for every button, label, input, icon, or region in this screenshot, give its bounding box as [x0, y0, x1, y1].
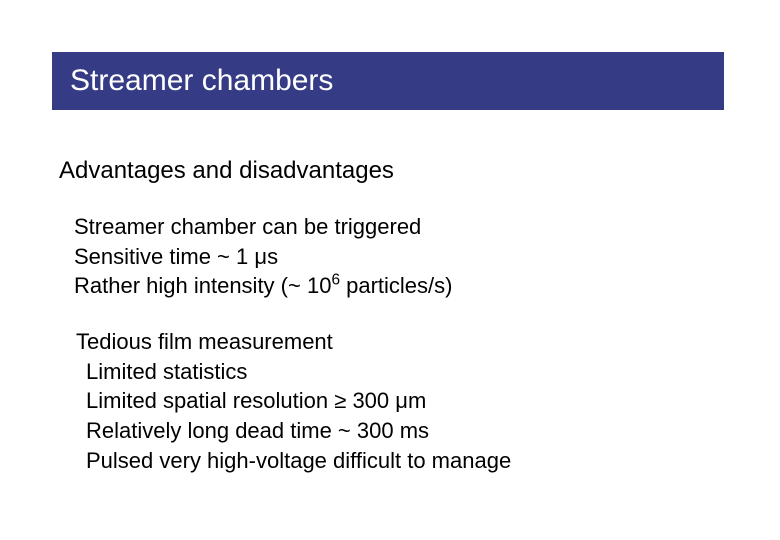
dis-line-1: Tedious film measurement [76, 327, 511, 357]
title-bar: Streamer chambers [52, 52, 724, 110]
adv-line-3: Rather high intensity (~ 106 particles/s… [74, 271, 452, 301]
dis-line-2: Limited statistics [86, 357, 511, 387]
slide-title: Streamer chambers [70, 64, 333, 98]
adv-line-1: Streamer chamber can be triggered [74, 212, 452, 242]
adv-line-2: Sensitive time ~ 1 μs [74, 242, 452, 272]
dis-line-4: Relatively long dead time ~ 300 ms [86, 416, 511, 446]
dis-line-3: Limited spatial resolution ≥ 300 μm [86, 386, 511, 416]
section-heading: Advantages and disadvantages [59, 157, 394, 185]
advantages-block: Streamer chamber can be triggered Sensit… [74, 212, 452, 301]
dis-line-5: Pulsed very high-voltage difficult to ma… [86, 446, 511, 476]
disadvantages-block: Tedious film measurement Limited statist… [76, 327, 511, 475]
